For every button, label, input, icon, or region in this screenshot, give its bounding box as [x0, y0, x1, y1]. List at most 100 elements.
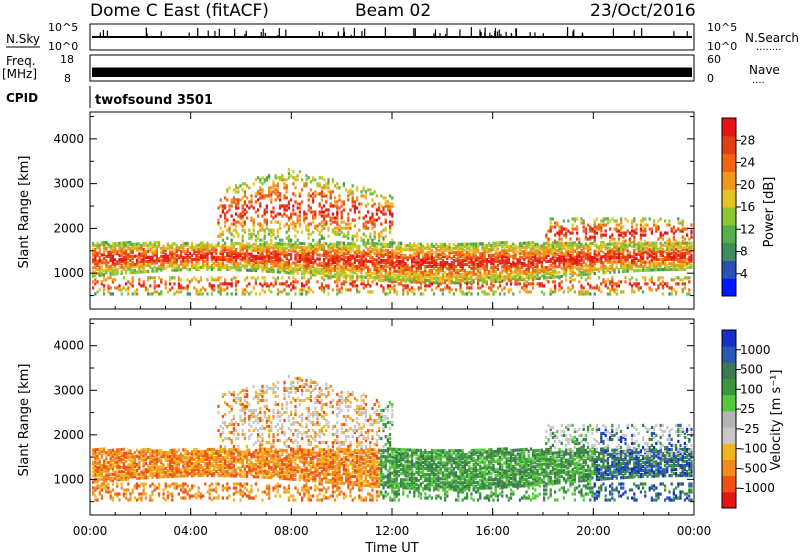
heatmap-cell [318, 257, 321, 261]
heatmap-cell [133, 292, 136, 296]
heatmap-cell [402, 276, 405, 280]
heatmap-cell [452, 281, 455, 285]
heatmap-cell [92, 244, 95, 248]
heatmap-cell [336, 257, 339, 261]
heatmap-cell [668, 245, 671, 249]
heatmap-cell [367, 253, 370, 257]
heatmap-cell [226, 198, 229, 202]
heatmap-cell [237, 252, 240, 256]
heatmap-cell [345, 222, 348, 226]
nsearch-label: N.Search [745, 31, 799, 45]
heatmap-cell [375, 272, 378, 276]
heatmap-cell [140, 258, 143, 262]
heatmap-cell [173, 292, 176, 296]
heatmap-cell [120, 292, 123, 296]
heatmap-cell [371, 226, 374, 230]
heatmap-cell [510, 282, 513, 286]
heatmap-cell [96, 251, 99, 255]
heatmap-cell [230, 200, 233, 204]
heatmap-cell [554, 239, 557, 243]
heatmap-cell [587, 264, 590, 268]
heatmap-cell [307, 254, 310, 258]
heatmap-cell [136, 258, 139, 262]
heatmap-cell [96, 290, 99, 294]
heatmap-cell [254, 282, 257, 286]
heatmap-cell [679, 255, 682, 259]
heatmap-cell [571, 241, 574, 245]
heatmap-cell [408, 268, 411, 272]
heatmap-cell [375, 208, 378, 212]
heatmap-cell [254, 234, 257, 238]
heatmap-cell [210, 292, 213, 296]
heatmap-cell [318, 253, 321, 257]
heatmap-cell [94, 255, 97, 260]
heatmap-cell [521, 278, 524, 282]
heatmap-cell [305, 258, 308, 262]
heatmap-cell [547, 253, 550, 257]
heatmap-cell [358, 254, 361, 259]
heatmap-cell [340, 253, 343, 257]
heatmap-cell [318, 204, 321, 208]
heatmap-cell [279, 176, 282, 180]
heatmap-cell [426, 264, 429, 269]
heatmap-cell [389, 269, 392, 273]
heatmap-cell [593, 231, 596, 235]
heatmap-cell [252, 260, 255, 264]
heatmap-cell [382, 228, 385, 232]
heatmap-cell [283, 252, 286, 256]
heatmap-cell [105, 278, 108, 282]
heatmap-cell [243, 220, 246, 224]
heatmap-cell [331, 260, 334, 264]
heatmap-cell [237, 242, 240, 246]
heatmap-cell [213, 265, 216, 269]
heatmap-cell [224, 220, 227, 224]
heatmap-cell [131, 276, 134, 280]
heatmap-cell [395, 257, 398, 261]
heatmap-cell [312, 250, 315, 255]
heatmap-cell [272, 232, 275, 236]
heatmap-cell [340, 245, 343, 249]
heatmap-cell [213, 261, 216, 265]
heatmap-cell [276, 190, 279, 194]
heatmap-cell [393, 269, 396, 273]
heatmap-cell [444, 261, 447, 265]
heatmap-cell [309, 248, 312, 252]
heatmap-cell [263, 249, 266, 253]
heatmap-cell [257, 276, 260, 280]
heatmap-cell [263, 259, 266, 263]
heatmap-cell [175, 250, 178, 254]
heatmap-cell [162, 244, 165, 248]
heatmap-cell [221, 208, 224, 212]
heatmap-cell [268, 192, 271, 196]
heatmap-cell [382, 196, 385, 200]
heatmap-cell [274, 258, 277, 262]
heatmap-cell [184, 251, 187, 256]
heatmap-cell [459, 284, 462, 288]
heatmap-cell [114, 258, 117, 262]
heatmap-cell [551, 251, 554, 255]
heatmap-cell [142, 241, 145, 246]
heatmap-cell [347, 262, 350, 266]
heatmap-cell [338, 278, 341, 282]
heatmap-cell [672, 235, 675, 239]
heatmap-cell [318, 230, 321, 234]
heatmap-cell [226, 263, 229, 268]
heatmap-cell [545, 253, 548, 258]
heatmap-cell [402, 263, 405, 268]
heatmap-cell [404, 262, 407, 266]
heatmap-cell [177, 268, 180, 272]
heatmap-cell [210, 259, 213, 263]
heatmap-cell [459, 264, 462, 269]
heatmap-cell [424, 270, 427, 275]
heatmap-cell [516, 274, 519, 278]
heatmap-cell [199, 278, 202, 282]
heatmap-cell [120, 288, 123, 292]
heatmap-cell [584, 254, 587, 258]
heatmap-cell [558, 256, 561, 261]
heatmap-cell [274, 176, 277, 180]
heatmap-cell [358, 261, 361, 265]
heatmap-cell [613, 252, 616, 256]
heatmap-cell [523, 257, 526, 261]
heatmap-cell [668, 219, 671, 223]
heatmap-cell [270, 255, 273, 259]
